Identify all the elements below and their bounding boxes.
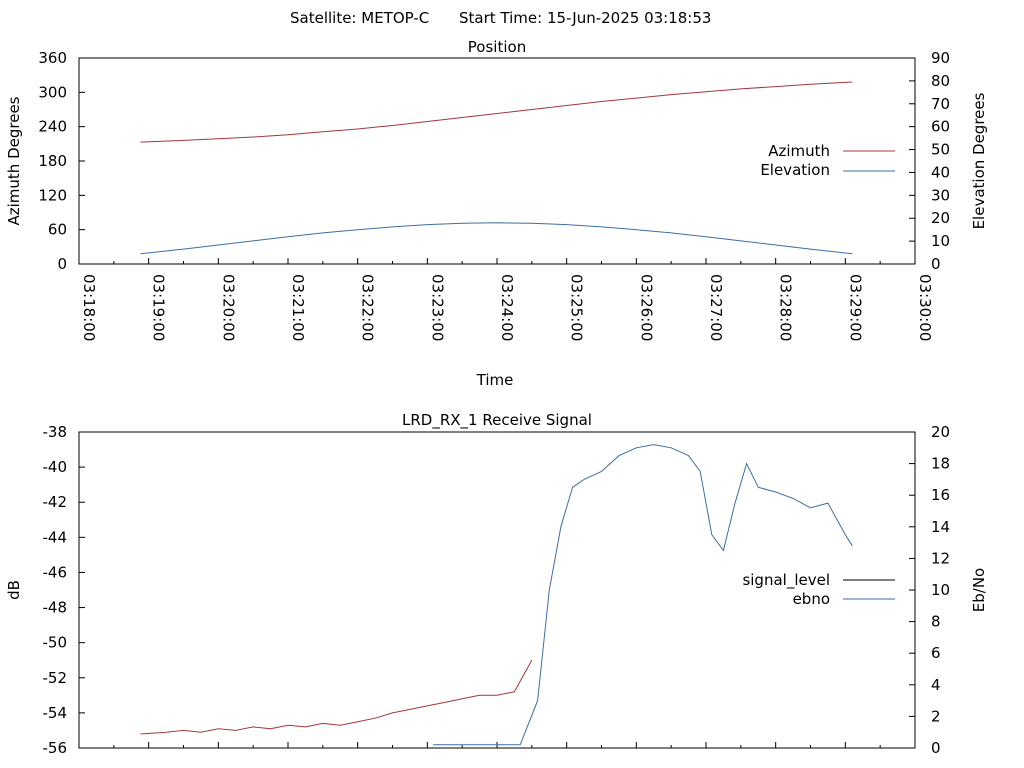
- position-y-tick-label: 360: [38, 49, 67, 67]
- position-y-tick-label: 60: [48, 221, 67, 239]
- receive-signal-y-tick-label: -38: [43, 423, 68, 441]
- receive-signal-y2-axis-label: Eb/No: [970, 568, 988, 612]
- receive-signal-y2-tick-label: 14: [931, 518, 950, 536]
- legend-signal-level-label: signal_level: [742, 571, 830, 590]
- position-x-tick-label: 03:29:00: [846, 274, 864, 341]
- receive-signal-chart-title: LRD_RX_1 Receive Signal: [402, 411, 592, 430]
- receive-signal-series-lines: [140, 444, 853, 746]
- receive-signal-y-tick-label: -40: [43, 458, 68, 476]
- receive-signal-y-tick-label: -50: [43, 634, 68, 652]
- position-y-tick-label: 120: [38, 186, 67, 204]
- position-y2-tick-label: 40: [931, 163, 950, 181]
- receive-signal-y2-tick-label: 12: [931, 549, 950, 567]
- position-y-tick-label: 180: [38, 152, 67, 170]
- position-x-tick-label: 03:20:00: [219, 274, 237, 341]
- position-chart: Position 0 60 120 180 240 300 360 0 10 20 30 40 50 60…: [5, 38, 988, 389]
- position-x-axis-label: Time: [476, 371, 514, 389]
- legend-ebno-label: ebno: [793, 590, 830, 608]
- position-y2-tick-label: 0: [931, 255, 941, 273]
- position-x-tick-label: 03:18:00: [80, 274, 98, 341]
- position-y2-tick-label: 60: [931, 118, 950, 136]
- position-y2-tick-label: 30: [931, 186, 950, 204]
- receive-signal-y-tick-label: -44: [43, 528, 68, 546]
- position-y2-tick-label: 20: [931, 209, 950, 227]
- position-y-tick-label: 0: [57, 255, 67, 273]
- position-x-tick-label: 03:28:00: [777, 274, 795, 341]
- receive-signal-y2-tick-label: 2: [931, 707, 941, 725]
- receive-signal-y-tick-label: -42: [43, 493, 68, 511]
- receive-signal-y2-tick-label: 6: [931, 644, 941, 662]
- position-y2-tick-label: 10: [931, 232, 950, 250]
- receive-signal-chart: LRD_RX_1 Receive Signal -56-54-52-50-48-…: [5, 411, 988, 757]
- receive-signal-y-axis-label: dB: [5, 580, 23, 600]
- position-legend: Azimuth Elevation: [760, 142, 895, 179]
- position-x-tick-label: 03:22:00: [359, 274, 377, 341]
- receive-signal-y-tick-label: -56: [43, 739, 68, 757]
- series-elevation-line: [140, 222, 853, 255]
- position-x-tick-label: 03:21:00: [289, 274, 307, 341]
- position-x-tick-label: 03:24:00: [498, 274, 516, 341]
- position-x-tick-label: 03:23:00: [428, 274, 446, 341]
- receive-signal-axes: -56 -54 -52 -50 -48 -46 -44 -42 -40 -38 0 2 4 6 8 10 12 1…: [43, 423, 951, 757]
- receive-signal-y-tick-label: -52: [43, 669, 68, 687]
- series-ebno-line: [433, 444, 853, 746]
- position-x-tick-label: 03:26:00: [637, 274, 655, 341]
- position-y2-tick-label: 50: [931, 141, 950, 159]
- position-chart-title: Position: [468, 38, 526, 56]
- series-signal-level-line: [140, 659, 533, 735]
- position-y2-tick-label: 70: [931, 95, 950, 113]
- position-axes: 0 60 120 180 240 300 360 0 10 20 30 40 50 60 70 80 90 03:…: [38, 49, 950, 341]
- receive-signal-y2-tick-label: 8: [931, 613, 941, 631]
- legend-elevation-label: Elevation: [760, 161, 830, 179]
- receive-signal-y2-tick-label: 18: [931, 455, 950, 473]
- position-series-lines: [140, 81, 853, 255]
- receive-signal-y2-tick-label: 20: [931, 423, 950, 441]
- position-x-tick-label: 03:27:00: [707, 274, 725, 341]
- receive-signal-y2-tick-label: 0: [931, 739, 941, 757]
- position-x-tick-label: 03:25:00: [568, 274, 586, 341]
- receive-signal-y2-tick-label: 16: [931, 486, 950, 504]
- series-azimuth-line: [140, 81, 853, 143]
- legend-azimuth-label: Azimuth: [768, 142, 830, 160]
- receive-signal-plot-frame: [78, 431, 916, 749]
- satellite-label: Satellite: METOP-C: [290, 9, 429, 27]
- position-x-tick-label: 03:19:00: [150, 274, 168, 341]
- position-y2-tick-label: 90: [931, 49, 950, 67]
- position-x-tick-label: 03:30:00: [916, 274, 934, 341]
- receive-signal-y2-tick-label: 4: [931, 676, 941, 694]
- receive-signal-y-tick-label: -48: [43, 599, 68, 617]
- position-y2-tick-label: 80: [931, 72, 950, 90]
- position-y-tick-label: 240: [38, 118, 67, 136]
- receive-signal-legend: signal_level ebno: [742, 571, 895, 608]
- receive-signal-y-tick-label: -54: [43, 704, 68, 722]
- receive-signal-y2-tick-label: 10: [931, 581, 950, 599]
- receive-signal-y-tick-label: -46: [43, 563, 68, 581]
- position-y-tick-label: 300: [38, 83, 67, 101]
- position-y2-axis-label: Elevation Degrees: [970, 92, 988, 229]
- position-y-axis-label: Azimuth Degrees: [5, 96, 23, 225]
- start-time-label: Start Time: 15-Jun-2025 03:18:53: [459, 9, 711, 27]
